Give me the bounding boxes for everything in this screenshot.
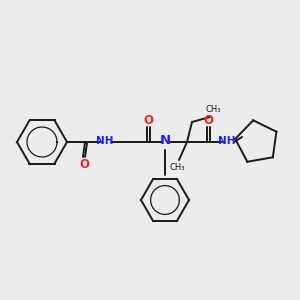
Text: NH: NH (96, 136, 114, 146)
Text: O: O (143, 113, 153, 127)
Text: NH: NH (218, 136, 236, 146)
Text: N: N (159, 134, 171, 148)
Text: CH₃: CH₃ (169, 163, 185, 172)
Text: O: O (203, 113, 213, 127)
Text: O: O (79, 158, 89, 170)
Text: CH₃: CH₃ (205, 106, 221, 115)
